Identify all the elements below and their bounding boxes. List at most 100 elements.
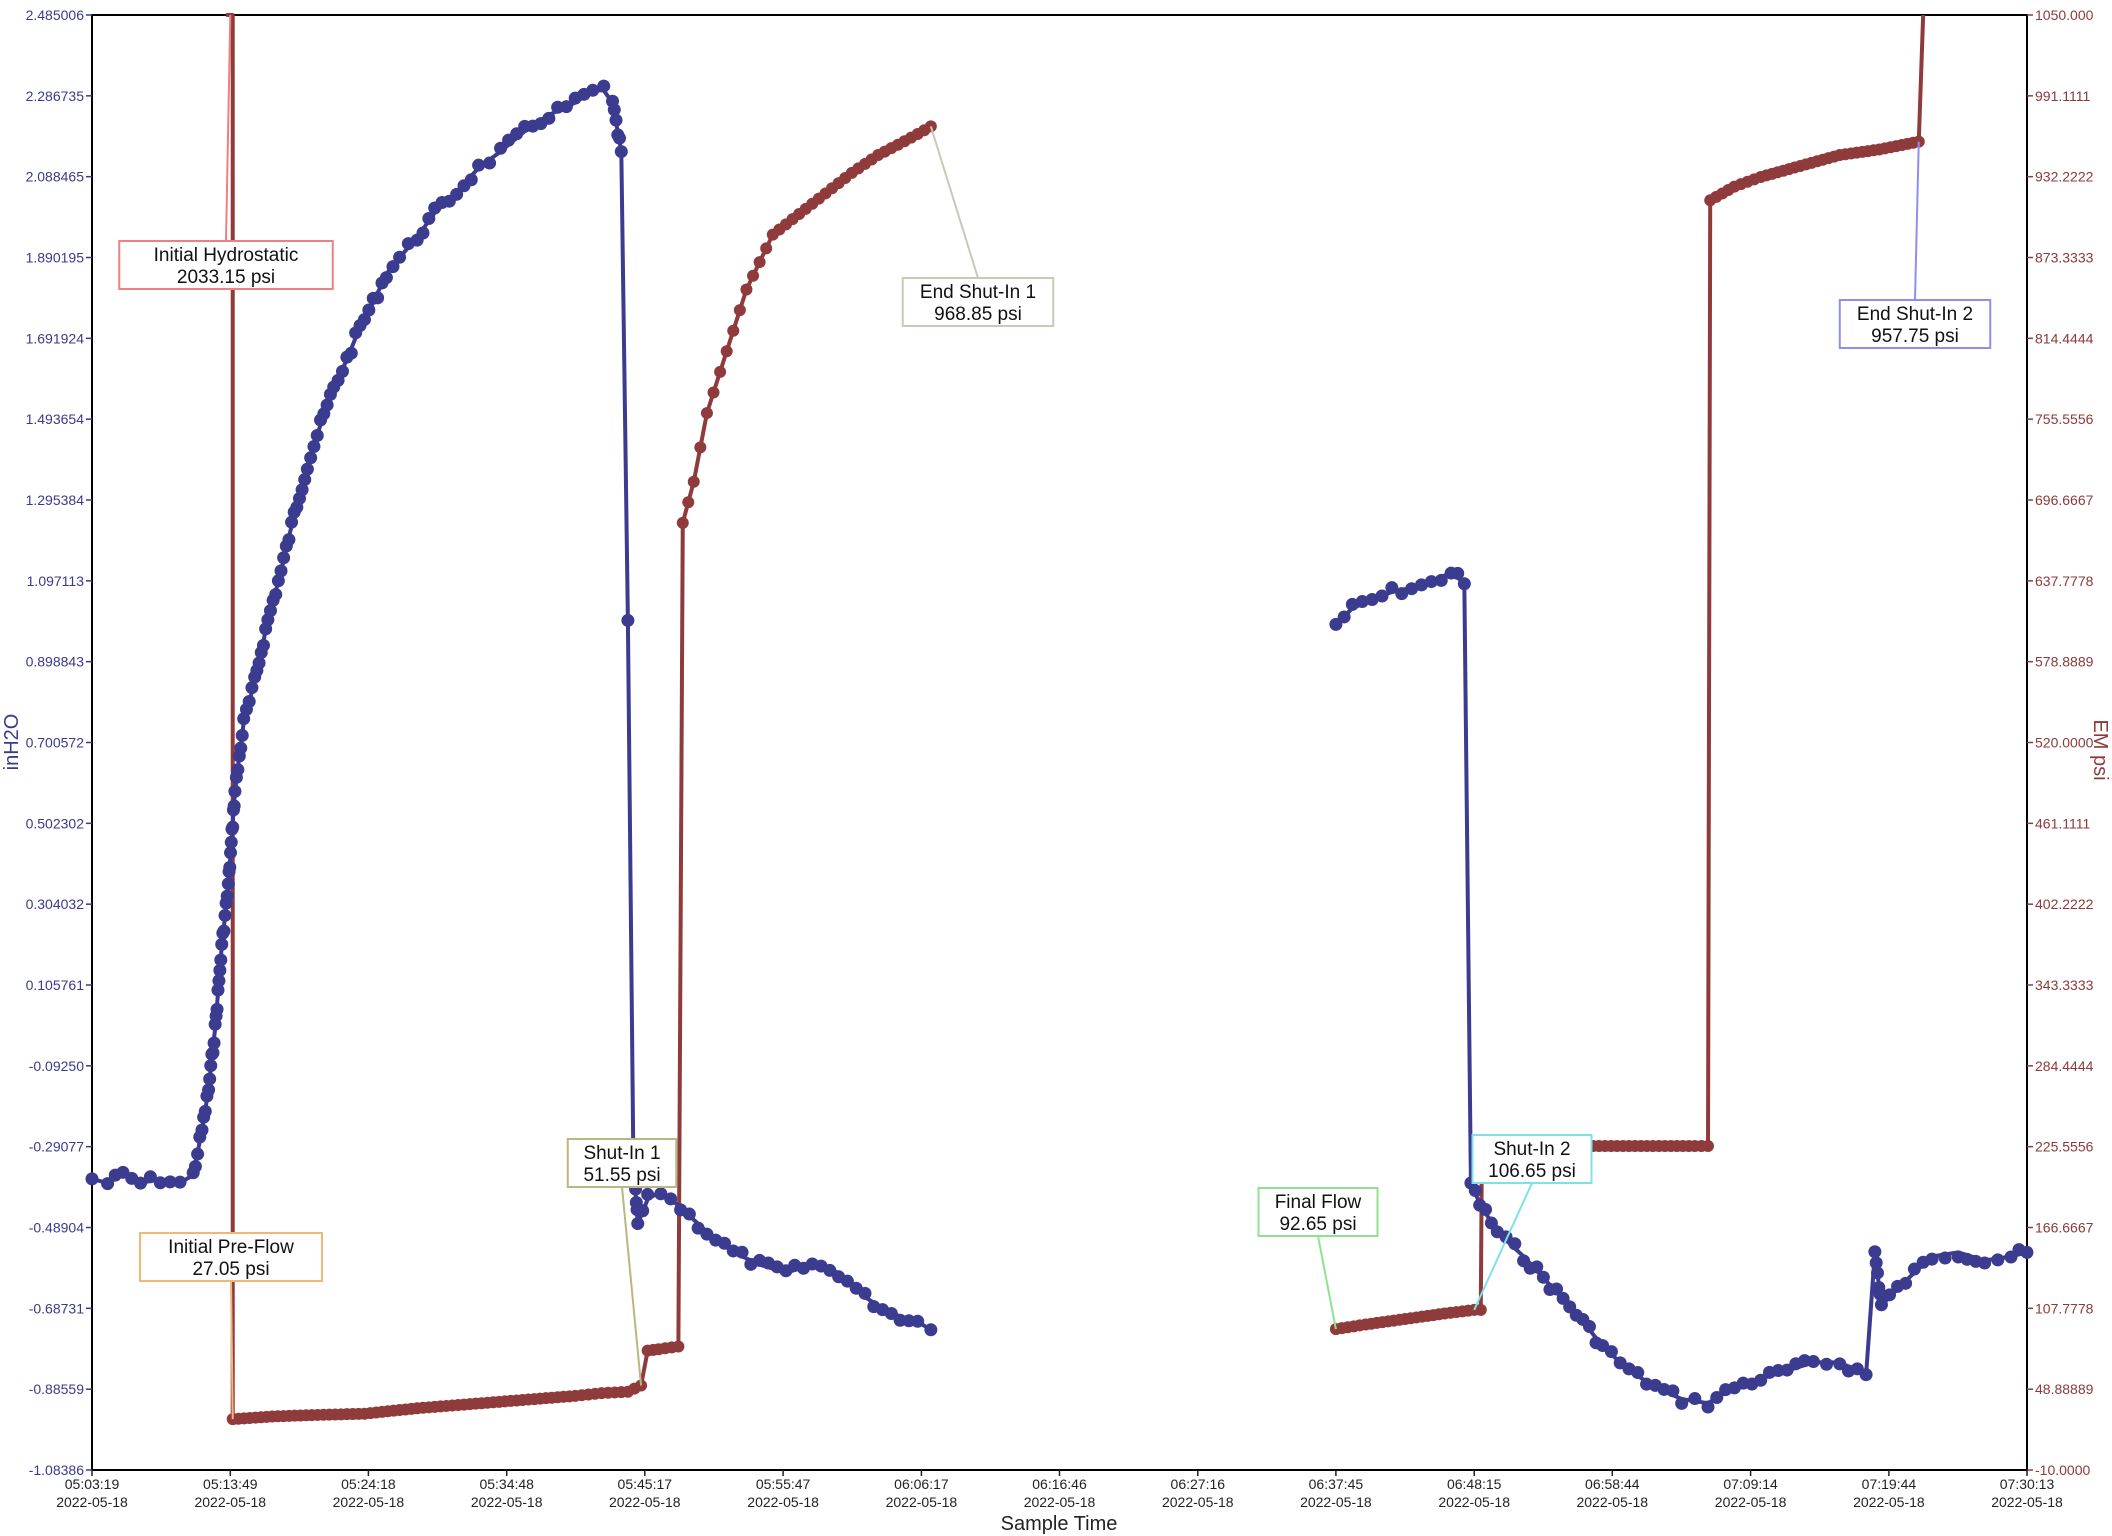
inh2o-series-point <box>173 1175 187 1189</box>
y-right-tick-label: 696.6667 <box>2035 492 2094 508</box>
inh2o-series-point <box>218 908 232 922</box>
annotation-value: 51.55 psi <box>583 1165 660 1186</box>
x-tick-time-label: 05:24:18 <box>341 1476 396 1492</box>
y-left-tick-label: 1.097113 <box>27 573 85 589</box>
annotation-value: 2033.15 psi <box>177 267 275 288</box>
annotation-value: 27.05 psi <box>192 1259 269 1280</box>
x-tick-time-label: 07:19:44 <box>1862 1476 1917 1492</box>
x-tick-date-label: 2022-05-18 <box>609 1494 681 1510</box>
em-psi-series-point <box>747 269 760 282</box>
annotation-label: Shut-In 2 <box>1493 1139 1570 1160</box>
annotation-leader <box>230 1280 234 1420</box>
annotation-leader <box>1317 1235 1337 1330</box>
inh2o-series-point <box>393 250 407 264</box>
x-tick-date-label: 2022-05-18 <box>56 1494 128 1510</box>
inh2o-series-point <box>228 784 242 798</box>
inh2o-series-point <box>1938 1251 1952 1265</box>
y-right-tick-label: 991.1111 <box>2035 88 2090 104</box>
em-psi-series-line <box>1335 14 1926 1332</box>
inh2o-series-point <box>134 1176 148 1190</box>
inh2o-series-point <box>597 79 611 93</box>
inh2o-series-line <box>1334 569 2028 1406</box>
inh2o-series-point <box>1874 1298 1888 1312</box>
annotation-value: 957.75 psi <box>1871 326 1959 347</box>
inh2o-series-point <box>198 1104 212 1118</box>
inh2o-series-point <box>1479 1203 1493 1217</box>
inh2o-series-point <box>213 963 227 977</box>
inh2o-series-point <box>298 473 312 487</box>
y-axis-left: 2.485006 2.286735 2.088465 1.890195 1.691924… <box>26 7 92 1478</box>
inh2o-series-point <box>242 694 256 708</box>
y-left-tick-label: -0.88559 <box>29 1381 84 1397</box>
annotation-leader <box>1914 141 1920 301</box>
inh2o-series-point <box>231 763 245 777</box>
em-psi-series-point <box>694 441 707 454</box>
y-right-tick-label: 873.3333 <box>2035 250 2094 266</box>
inh2o-series-point <box>210 1002 224 1016</box>
inh2o-series-point <box>542 111 556 125</box>
x-tick-date-label: 2022-05-18 <box>471 1494 543 1510</box>
inh2o-series-point <box>307 440 321 454</box>
inh2o-series-point <box>483 156 497 170</box>
inh2o-series-point <box>840 1274 854 1288</box>
inh2o-series-point <box>1385 581 1399 595</box>
inh2o-series-point <box>636 1204 650 1218</box>
y-left-tick-label: 0.700572 <box>26 735 85 751</box>
y-left-tick-label: 1.890195 <box>26 250 85 266</box>
inh2o-series-point <box>1710 1390 1724 1404</box>
inh2o-series-point <box>1530 1260 1544 1274</box>
em-psi-series-point <box>672 1340 685 1353</box>
y-right-tick-label: 48.88889 <box>2035 1381 2094 1397</box>
y-right-tick-label: 107.7778 <box>2035 1300 2094 1316</box>
inh2o-series-point <box>1806 1355 1820 1369</box>
em-psi-series-point <box>700 407 713 420</box>
inh2o-series-point <box>220 889 234 903</box>
y-left-tick-label: -1.08386 <box>29 1462 84 1478</box>
inh2o-series-point <box>223 860 237 874</box>
inh2o-series-point <box>1666 1384 1680 1398</box>
inh2o-series-point <box>664 1192 678 1206</box>
x-tick-date-label: 2022-05-18 <box>1024 1494 1096 1510</box>
inh2o-series-point <box>1434 573 1448 587</box>
inh2o-series-point <box>1675 1396 1689 1410</box>
y-left-tick-label: -0.09250 <box>29 1058 84 1074</box>
inh2o-series-point <box>472 158 486 172</box>
x-tick-date-label: 2022-05-18 <box>1300 1494 1372 1510</box>
inh2o-series-point <box>269 587 283 601</box>
inh2o-series-point <box>1345 597 1359 611</box>
inh2o-series-point <box>911 1314 925 1328</box>
x-tick-date-label: 2022-05-18 <box>1853 1494 1925 1510</box>
inh2o-series-point <box>609 113 623 127</box>
inh2o-series-point <box>607 103 621 117</box>
inh2o-series-point <box>1424 575 1438 589</box>
inh2o-series-point <box>1882 1288 1896 1302</box>
annotation-box <box>118 240 334 290</box>
y-left-tick-label: -0.48904 <box>29 1219 84 1235</box>
inh2o-series-point <box>641 1187 655 1201</box>
x-tick-date-label: 2022-05-18 <box>886 1494 958 1510</box>
y-left-tick-label: 2.286735 <box>26 88 85 104</box>
em-psi-series-point <box>740 283 753 296</box>
inh2o-series-point <box>1907 1262 1921 1276</box>
y-right-tick-label: 520.0000 <box>2035 735 2094 751</box>
x-tick-date-label: 2022-05-18 <box>1715 1494 1787 1510</box>
inh2o-series-point <box>344 346 358 360</box>
x-tick-time-label: 06:27:16 <box>1171 1476 1226 1492</box>
annotation-box <box>566 1138 678 1188</box>
x-tick-time-label: 06:06:17 <box>894 1476 949 1492</box>
y-right-tick-label: 578.8889 <box>2035 654 2094 670</box>
x-tick-time-label: 05:13:49 <box>203 1476 258 1492</box>
inh2o-series-point <box>85 1172 99 1186</box>
inh2o-series-point <box>1631 1366 1645 1380</box>
em-psi-series-point <box>753 256 766 269</box>
inh2o-series-point <box>202 1083 216 1097</box>
inh2o-series-point <box>1329 617 1343 631</box>
annotation-value: 92.65 psi <box>1279 1214 1356 1235</box>
em-psi-series-point <box>760 242 773 255</box>
inh2o-series-point <box>422 212 436 226</box>
em-psi-series-point <box>714 365 727 378</box>
inh2o-series-point <box>191 1147 205 1161</box>
inh2o-series-point <box>884 1306 898 1320</box>
inh2o-series-point <box>1869 1256 1883 1270</box>
inh2o-series-point <box>143 1170 157 1184</box>
